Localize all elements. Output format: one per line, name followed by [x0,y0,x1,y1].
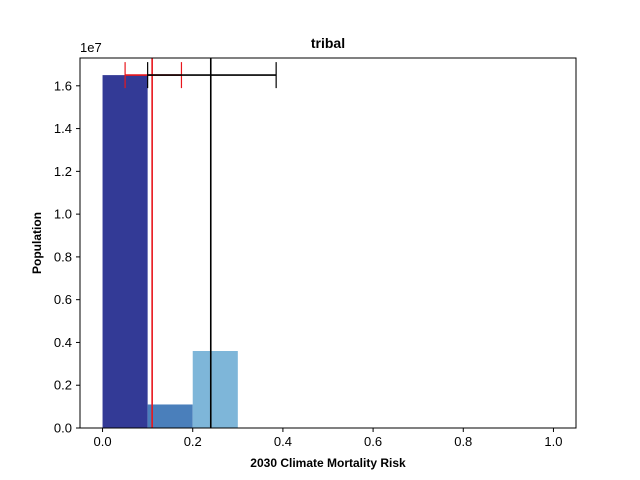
y-tick-label-1: 0.2 [54,378,72,393]
histogram-bar-0 [102,75,148,428]
reference-lines-layer [124,58,277,428]
histogram-bar-1 [147,404,193,428]
y-tick-label-7: 1.4 [54,121,72,136]
x-tick-label-4: 0.8 [454,434,472,449]
plot-frame [79,57,577,429]
y-tick-label-2: 0.4 [54,335,72,350]
bars-layer [102,75,238,428]
x-tick-label-5: 1.0 [544,434,562,449]
y-tick-label-8: 1.6 [54,78,72,93]
y-axis-label: Population [30,212,44,274]
histogram-bar-2 [192,351,238,428]
x-tick-label-3: 0.6 [364,434,382,449]
y-tick-label-4: 0.8 [54,249,72,264]
x-axis-ticks: 0.0 0.2 0.4 0.6 0.8 1.0 [94,428,562,449]
y-axis-multiplier: 1e7 [80,40,102,55]
x-tick-label-2: 0.4 [274,434,292,449]
y-tick-label-6: 1.2 [54,164,72,179]
x-tick-label-0: 0.0 [94,434,112,449]
chart-title: tribal [311,35,345,51]
y-axis-ticks: 0.0 0.2 0.4 0.6 0.8 1.0 1.2 1.4 1.6 [54,78,80,436]
x-tick-label-1: 0.2 [184,434,202,449]
x-axis-label: 2030 Climate Mortality Risk [250,456,406,470]
y-tick-label-0: 0.0 [54,421,72,436]
y-tick-label-3: 0.6 [54,292,72,307]
y-tick-label-5: 1.0 [54,207,72,222]
